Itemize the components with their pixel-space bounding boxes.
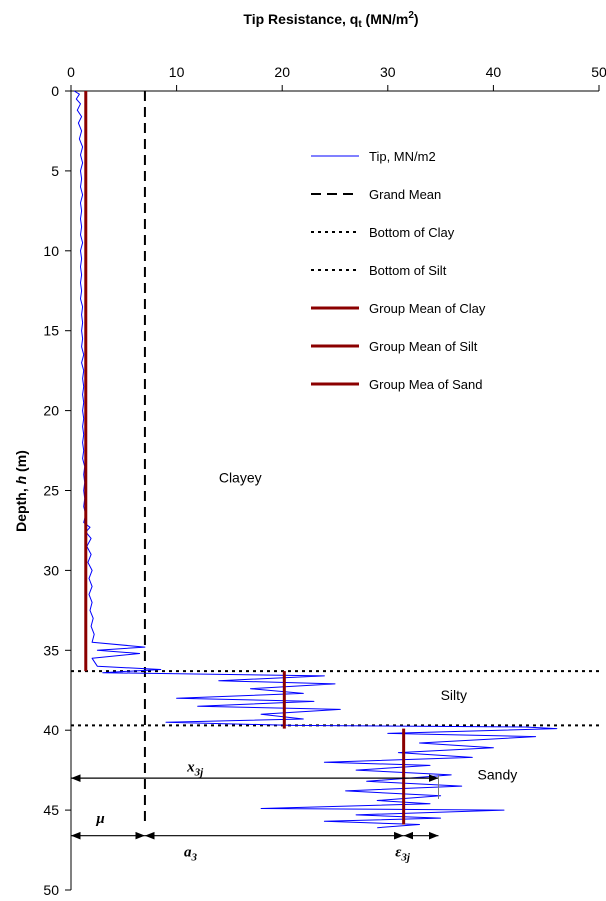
- y-tick-label: 30: [43, 562, 59, 578]
- y-axis-label: Depth, h (m): [13, 450, 29, 532]
- x-tick-label: 50: [591, 64, 606, 80]
- axes: 0 10 20 30 40 50 0 5 10 15 20 25 30 35 40 45 50: [43, 64, 606, 898]
- group-means: [84, 91, 406, 825]
- zone-label-clayey: Clayey: [219, 470, 262, 486]
- y-tick-label: 45: [43, 802, 59, 818]
- y-tick-label: 0: [51, 83, 59, 99]
- chart-title: Tip Resistance, qt (MN/m2): [243, 10, 418, 30]
- data-series: [73, 90, 558, 829]
- annotation-label: μ: [95, 811, 104, 827]
- x-tick-label: 0: [67, 64, 75, 80]
- y-tick-label: 10: [43, 243, 59, 259]
- x-tick-label: 30: [380, 64, 396, 80]
- legend-label: Tip, MN/m2: [369, 149, 436, 164]
- zone-labels: Clayey Silty Sandy x3j μ a3 ε3j: [95, 470, 517, 864]
- legend-label: Group Mean of Silt: [369, 339, 478, 354]
- legend-label: Group Mea of Sand: [369, 377, 482, 392]
- zone-label-sandy: Sandy: [478, 767, 518, 783]
- y-tick-label: 35: [43, 642, 59, 658]
- legend-label: Group Mean of Clay: [369, 301, 486, 316]
- reference-lines: [71, 91, 599, 827]
- x-tick-label: 10: [169, 64, 185, 80]
- y-tick-label: 15: [43, 323, 59, 339]
- legend-label: Bottom of Clay: [369, 225, 455, 240]
- y-tick-label: 40: [43, 722, 59, 738]
- x-tick-label: 20: [274, 64, 290, 80]
- y-tick-label: 25: [43, 483, 59, 499]
- x-tick-label: 40: [486, 64, 502, 80]
- legend: Tip, MN/m2 Grand Mean Bottom of Clay Bottom…: [311, 149, 486, 392]
- dimension-arrows: [71, 774, 439, 840]
- annotation-label: ε3j: [395, 844, 411, 863]
- tip-resistance-series: [73, 90, 558, 829]
- y-tick-label: 50: [43, 882, 59, 898]
- zone-label-silty: Silty: [441, 687, 467, 703]
- y-tick-label: 20: [43, 403, 59, 419]
- y-tick-label: 5: [51, 163, 59, 179]
- legend-label: Bottom of Silt: [369, 263, 447, 278]
- annotation-label: x3j: [186, 760, 204, 779]
- annotation-label: a3: [184, 844, 198, 863]
- legend-label: Grand Mean: [369, 187, 441, 202]
